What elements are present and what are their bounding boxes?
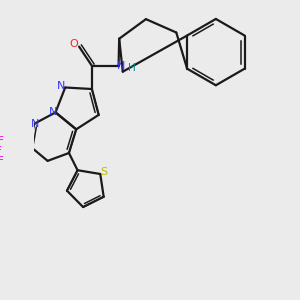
Text: N: N xyxy=(57,81,66,91)
Text: F: F xyxy=(0,155,4,166)
Text: S: S xyxy=(100,167,108,177)
Text: N: N xyxy=(32,119,40,129)
Text: F: F xyxy=(0,146,2,156)
Text: N: N xyxy=(117,61,125,70)
Text: O: O xyxy=(69,39,78,49)
Text: N: N xyxy=(49,107,57,117)
Text: H: H xyxy=(128,63,136,73)
Text: F: F xyxy=(0,136,4,146)
